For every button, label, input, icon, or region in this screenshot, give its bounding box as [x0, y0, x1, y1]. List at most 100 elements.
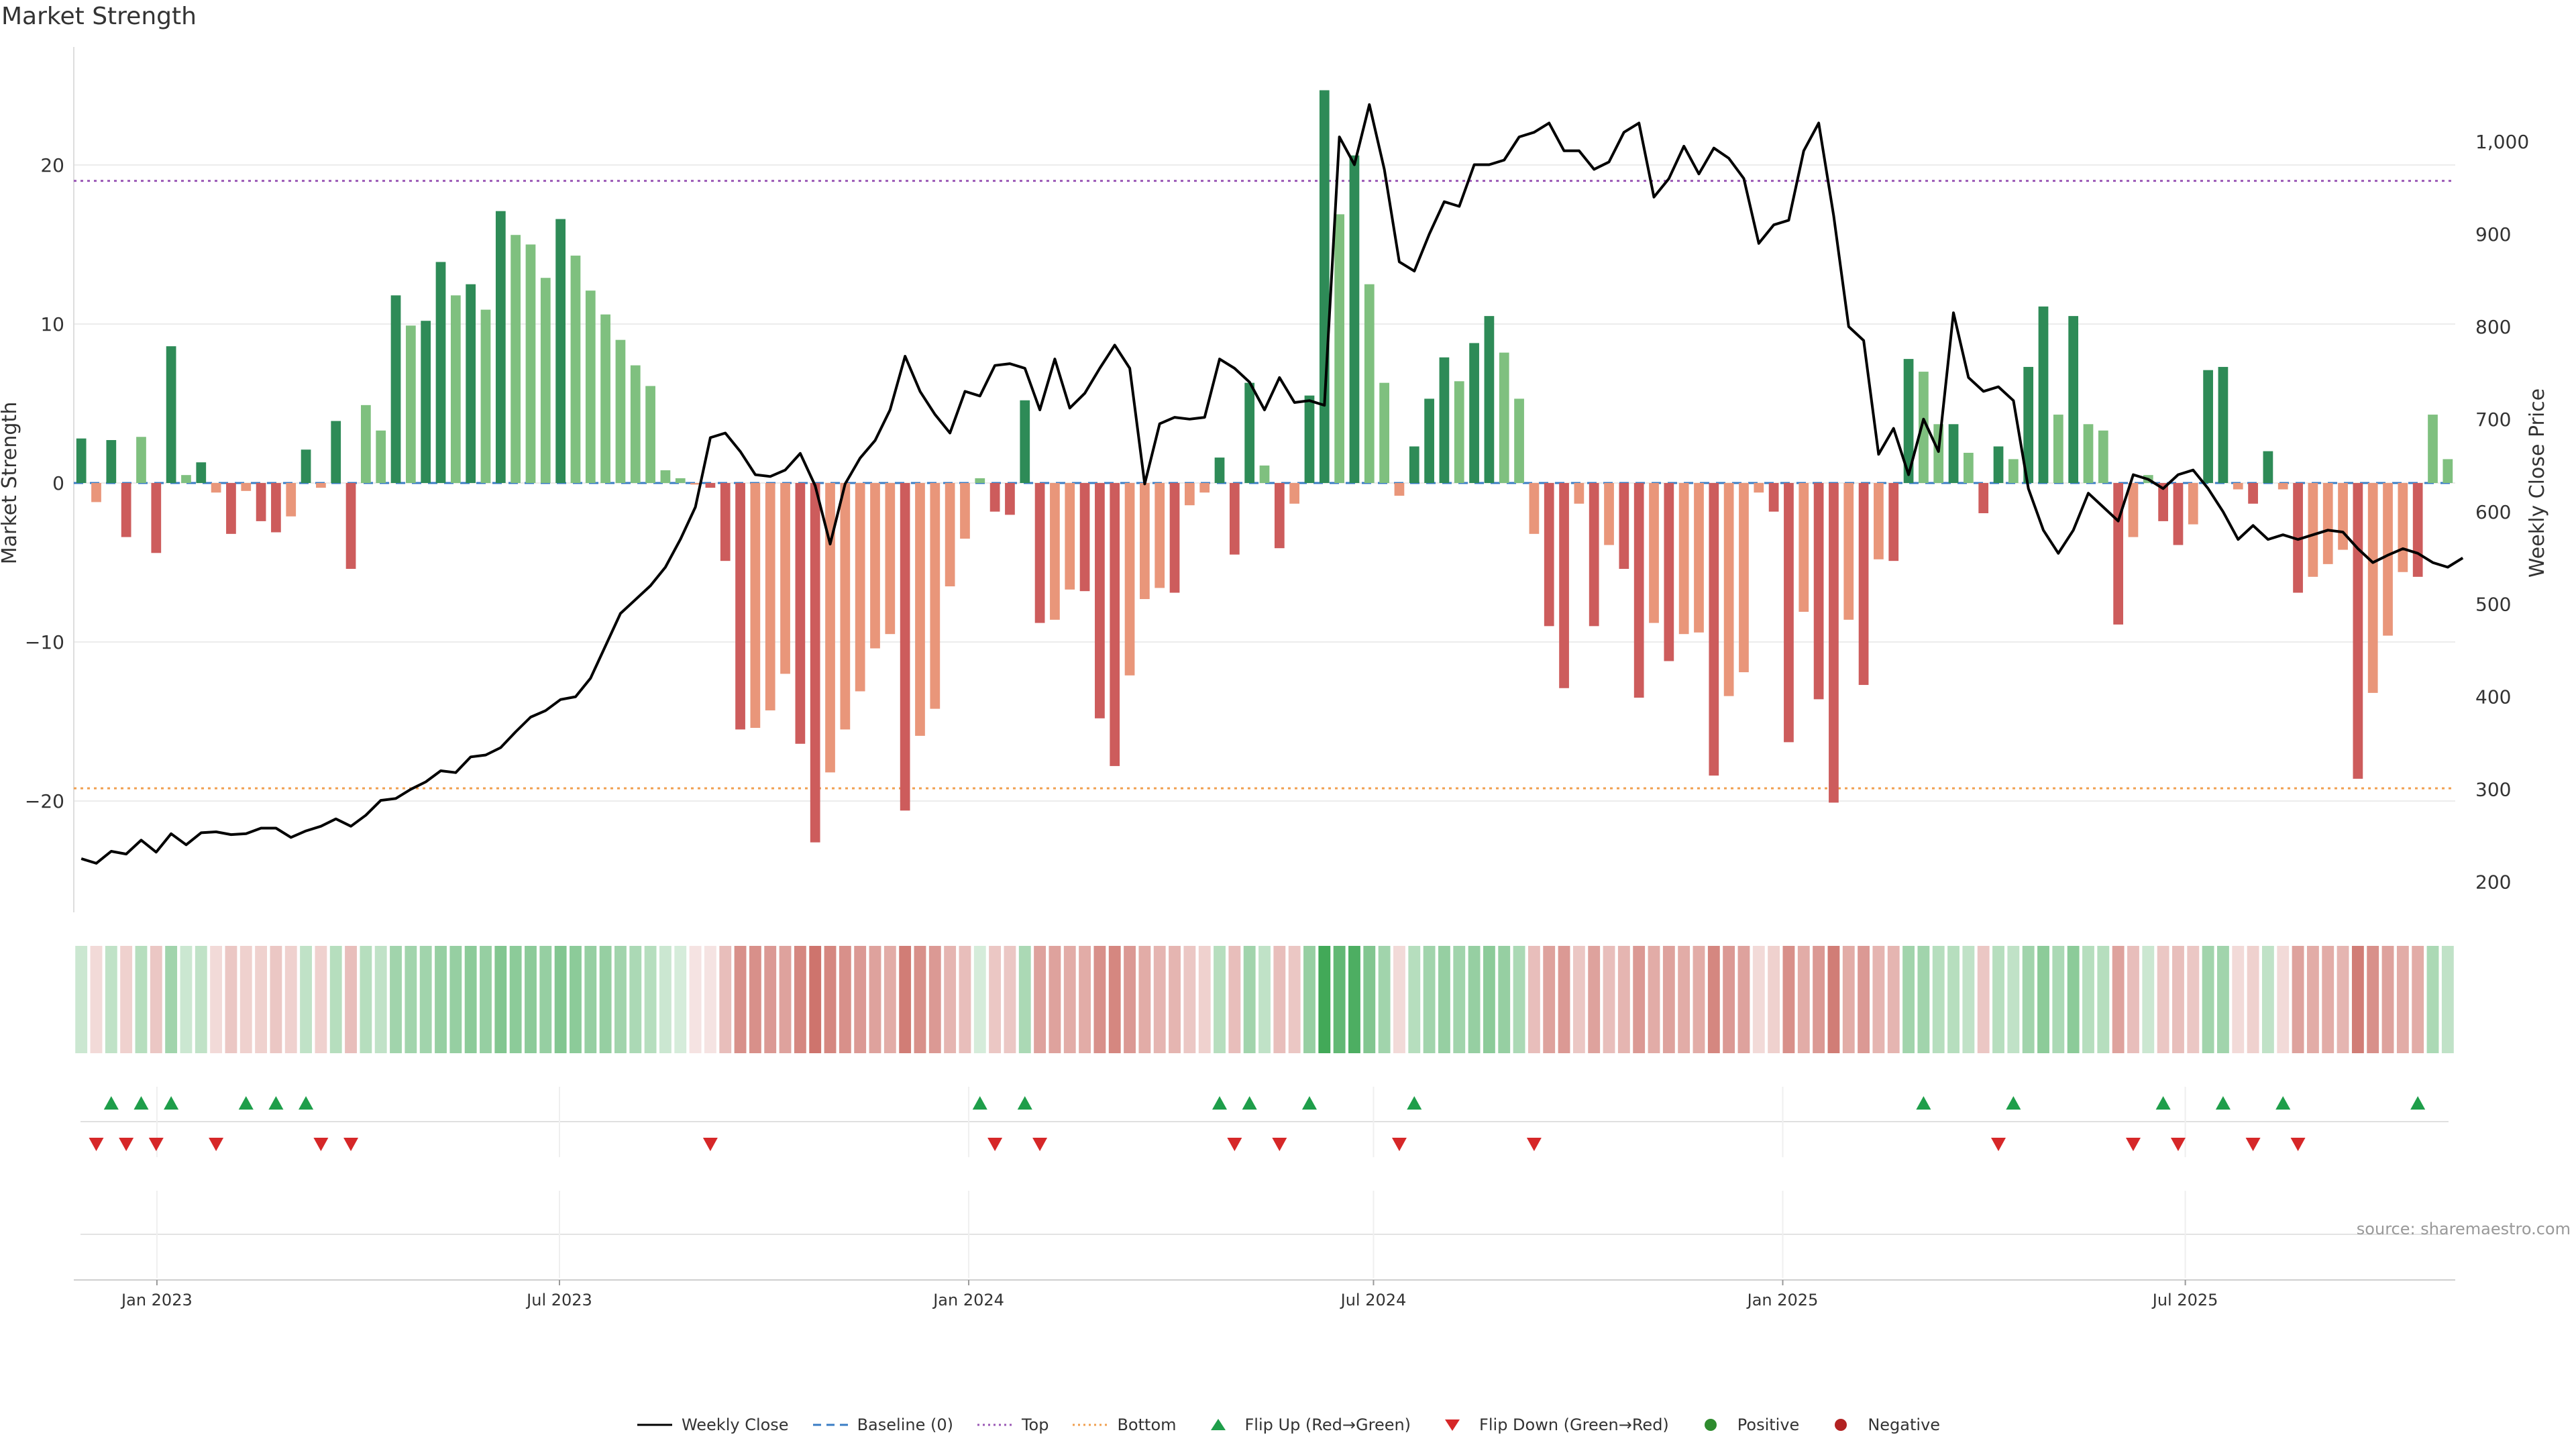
heat-band-cell [794, 946, 806, 1053]
strength-bar-positive [301, 449, 311, 483]
legend-item: Flip Down (Green→Red) [1434, 1415, 1669, 1434]
legend-item: Bottom [1071, 1415, 1177, 1434]
weekly-close-line-layer [80, 103, 2464, 865]
strength-bar-negative [705, 483, 716, 488]
heat-band-cell [539, 946, 552, 1053]
strength-bar-positive [106, 440, 117, 483]
strength-bar-positive [645, 386, 655, 483]
strength-bar-negative [271, 483, 281, 533]
heat-band-cell [1902, 946, 1915, 1053]
heat-band-cell [1318, 946, 1331, 1053]
strength-bar-negative [2277, 483, 2288, 490]
heat-band-cell [883, 946, 896, 1053]
heat-band-cell [1617, 946, 1630, 1053]
strength-bar-negative [1858, 483, 1869, 686]
strength-bar-negative [1874, 483, 1884, 559]
flip-up-marker [1916, 1096, 1931, 1110]
strength-bar-negative [825, 483, 835, 773]
strength-bar-negative [1034, 483, 1045, 623]
heat-band-cell [749, 946, 761, 1053]
heat-band-cell [2007, 946, 2020, 1053]
source-note: source: sharemaestro.com [2356, 1220, 2571, 1238]
legend-label: Positive [1737, 1415, 1800, 1434]
heat-band-cell [1468, 946, 1481, 1053]
strength-bar-negative [1274, 483, 1285, 549]
strength-bar-positive [166, 346, 176, 483]
strength-bar-positive [1244, 382, 1255, 483]
strength-bar-negative [2293, 483, 2303, 593]
strength-bar-negative [870, 483, 880, 649]
flip-up-marker [1407, 1096, 1422, 1110]
strength-bar-positive [511, 235, 521, 483]
heat-band-cell [2082, 946, 2094, 1053]
heat-band-cell [1813, 946, 1825, 1053]
strength-bar-negative [91, 483, 101, 502]
heat-band-cell [1079, 946, 1091, 1053]
legend: Weekly Close Baseline (0) Top Bottom Flip Up… [0, 1415, 2576, 1434]
heat-band-cell [165, 946, 178, 1053]
heat-band-cell [1572, 946, 1585, 1053]
strength-bar-negative [1050, 483, 1060, 620]
strength-bar-positive [495, 211, 506, 483]
chart-title: Market Strength [1, 3, 197, 30]
strength-bar-positive [1214, 458, 1225, 483]
strength-bar-positive [570, 256, 581, 483]
flip-down-marker [1272, 1138, 1287, 1151]
y-tick-label: 10 [40, 313, 64, 335]
y2-tick-label: 200 [2475, 871, 2511, 893]
heat-band-cell [509, 946, 522, 1053]
strength-bar-negative [2248, 483, 2258, 504]
strength-bar-negative [2383, 483, 2393, 636]
heat-band-cell [1768, 946, 1780, 1053]
y2-tick-label: 1,000 [2475, 131, 2529, 153]
flip-down-marker [209, 1138, 224, 1151]
strength-bar-negative [2367, 483, 2378, 693]
strength-bar-negative [2308, 483, 2318, 577]
heat-band-cell [1558, 946, 1570, 1053]
flip-up-marker [238, 1096, 254, 1110]
heat-band-cell [2322, 946, 2334, 1053]
heat-band-cell [1423, 946, 1436, 1053]
flip-down-marker [702, 1138, 718, 1151]
strength-bar-negative [1289, 483, 1300, 504]
strength-bar-positive [1349, 155, 1360, 483]
heat-band-cell [1258, 946, 1271, 1053]
heat-band-cell [1018, 946, 1031, 1053]
heat-band-cell [1333, 946, 1346, 1053]
heat-band-cell [1378, 946, 1391, 1053]
heat-band-cell [989, 946, 1002, 1053]
heat-band-cell [2022, 946, 2035, 1053]
flip-down-marker [1032, 1138, 1048, 1151]
flip-up-marker [103, 1096, 119, 1110]
strength-bar-positive [421, 321, 431, 483]
heat-band-cell [419, 946, 432, 1053]
heat-band-cell [1827, 946, 1840, 1053]
strength-bar-negative [885, 483, 896, 635]
strength-bar-negative [960, 483, 970, 539]
legend-label: Top [1021, 1415, 1049, 1434]
heat-band-cell [1723, 946, 1735, 1053]
strength-bar-negative [121, 483, 131, 537]
strength-bar-positive [361, 405, 371, 483]
strength-bar-negative [316, 483, 326, 488]
strength-bar-positive [1304, 395, 1315, 483]
heat-band-cell [2292, 946, 2304, 1053]
strength-bar-negative [1589, 483, 1599, 627]
strength-bar-positive [1948, 424, 1959, 483]
heat-band-cell [390, 946, 402, 1053]
heat-band-cell [374, 946, 387, 1053]
strength-bar-positive [675, 478, 686, 483]
heat-band-cell [1243, 946, 1256, 1053]
heat-band-cell [1707, 946, 1720, 1053]
strength-bar-positive [2083, 424, 2094, 483]
heat-band-cell [1543, 946, 1556, 1053]
y-tick-label: −10 [25, 631, 64, 653]
strength-bar-negative [1604, 483, 1614, 545]
heat-band-cell [2037, 946, 2049, 1053]
strength-bar-positive [2008, 459, 2019, 483]
flip-up-marker [133, 1096, 149, 1110]
strength-bar-negative [2233, 483, 2243, 490]
strength-bar-negative [1784, 483, 1794, 743]
flip-down-marker [1391, 1138, 1407, 1151]
